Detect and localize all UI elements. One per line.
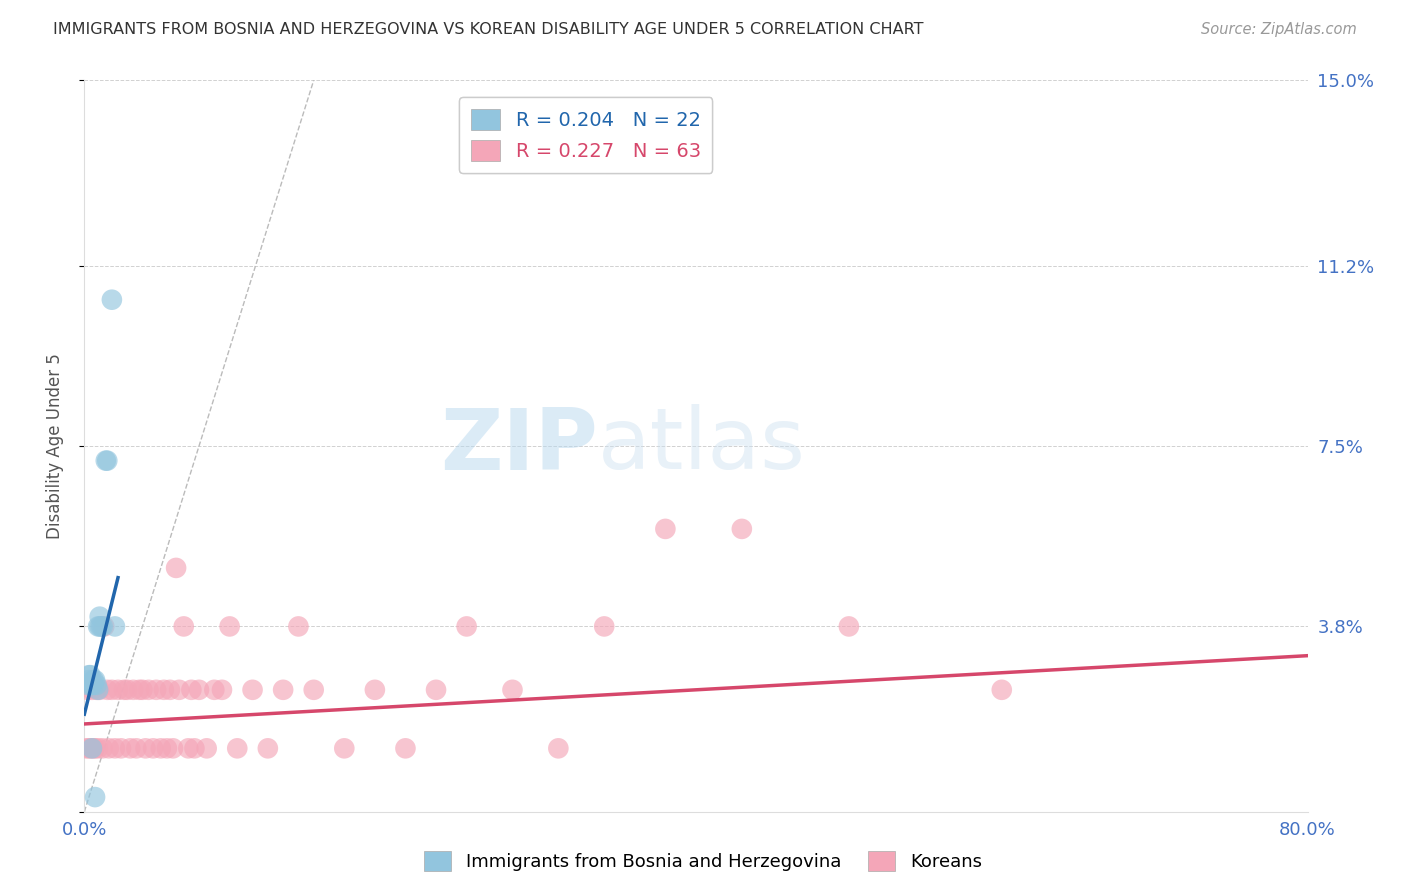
Point: [218, 619, 240, 633]
Point: [89, 609, 111, 624]
Text: ZIP: ZIP: [440, 404, 598, 488]
Point: [75, 741, 97, 756]
Point: [110, 741, 132, 756]
Point: [79, 668, 101, 682]
Legend: R = 0.204   N = 22, R = 0.227   N = 63: R = 0.204 N = 22, R = 0.227 N = 63: [460, 97, 713, 173]
Point: [83, 673, 105, 687]
Point: [287, 619, 309, 633]
Point: [76, 678, 98, 692]
Point: [547, 741, 569, 756]
Point: [101, 293, 124, 307]
Point: [80, 682, 103, 697]
Point: [83, 678, 105, 692]
Point: [84, 741, 107, 756]
Point: [80, 741, 103, 756]
Point: [79, 678, 101, 692]
Point: [89, 619, 111, 633]
Point: [145, 682, 167, 697]
Point: [153, 682, 176, 697]
Point: [502, 682, 524, 697]
Point: [86, 678, 108, 692]
Point: [257, 741, 280, 756]
Point: [87, 619, 110, 633]
Point: [364, 682, 387, 697]
Point: [149, 741, 172, 756]
Text: Source: ZipAtlas.com: Source: ZipAtlas.com: [1201, 22, 1357, 37]
Point: [159, 682, 181, 697]
Point: [101, 682, 124, 697]
Point: [131, 682, 153, 697]
Text: atlas: atlas: [598, 404, 806, 488]
Point: [91, 741, 114, 756]
Point: [112, 682, 135, 697]
Point: [89, 682, 111, 697]
Point: [991, 682, 1014, 697]
Point: [456, 619, 478, 633]
Point: [83, 741, 105, 756]
Point: [211, 682, 233, 697]
Point: [107, 682, 129, 697]
Point: [84, 673, 107, 687]
Point: [86, 682, 108, 697]
Point: [271, 682, 294, 697]
Point: [165, 561, 187, 575]
Point: [128, 682, 150, 697]
Point: [138, 682, 160, 697]
Point: [87, 682, 110, 697]
Point: [394, 741, 416, 756]
Point: [87, 741, 110, 756]
Point: [593, 619, 616, 633]
Point: [731, 522, 754, 536]
Point: [97, 741, 120, 756]
Point: [173, 619, 195, 633]
Point: [226, 741, 249, 756]
Point: [242, 682, 264, 697]
Point: [177, 741, 200, 756]
Point: [162, 741, 184, 756]
Point: [142, 741, 165, 756]
Point: [115, 682, 138, 697]
Text: IMMIGRANTS FROM BOSNIA AND HERZEGOVINA VS KOREAN DISABILITY AGE UNDER 5 CORRELAT: IMMIGRANTS FROM BOSNIA AND HERZEGOVINA V…: [53, 22, 924, 37]
Point: [90, 619, 112, 633]
Point: [91, 619, 114, 633]
Point: [195, 741, 218, 756]
Point: [120, 741, 142, 756]
Y-axis label: Disability Age Under 5: Disability Age Under 5: [45, 353, 63, 539]
Point: [183, 741, 205, 756]
Point: [77, 741, 100, 756]
Point: [104, 619, 127, 633]
Point: [96, 453, 118, 467]
Point: [93, 619, 115, 633]
Point: [654, 522, 676, 536]
Point: [135, 741, 157, 756]
Point: [84, 790, 107, 805]
Point: [333, 741, 356, 756]
Point: [838, 619, 860, 633]
Point: [188, 682, 211, 697]
Legend: Immigrants from Bosnia and Herzegovina, Koreans: Immigrants from Bosnia and Herzegovina, …: [418, 844, 988, 879]
Point: [76, 682, 98, 697]
Point: [80, 678, 103, 692]
Point: [77, 668, 100, 682]
Point: [79, 741, 101, 756]
Point: [122, 682, 145, 697]
Point: [104, 741, 127, 756]
Point: [156, 741, 179, 756]
Point: [302, 682, 325, 697]
Point: [77, 673, 100, 687]
Point: [202, 682, 225, 697]
Point: [167, 682, 190, 697]
Point: [94, 453, 117, 467]
Point: [425, 682, 447, 697]
Point: [96, 682, 118, 697]
Point: [125, 741, 148, 756]
Point: [180, 682, 202, 697]
